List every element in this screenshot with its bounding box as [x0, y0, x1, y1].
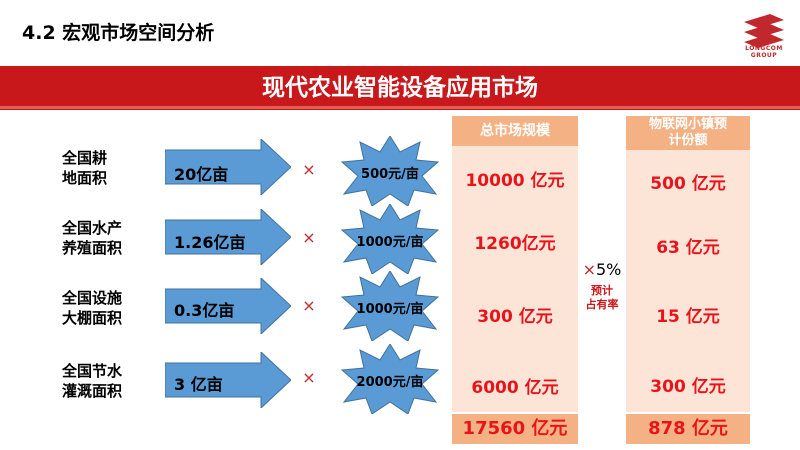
row-label-line2: 养殖面积 — [62, 239, 123, 257]
row-label-line1: 全国水产 — [62, 219, 123, 237]
share-header-line2: 计份额 — [668, 133, 708, 148]
multiplier-note-line1: 预计 — [591, 284, 613, 297]
star-shape-icon — [340, 344, 440, 414]
unit-value: 500元/亩 — [361, 167, 419, 182]
times-sign: × — [302, 296, 316, 315]
logo-text-line2: GROUP — [750, 52, 778, 59]
market-total: 17560 亿元 — [452, 414, 578, 444]
share-total: 878 亿元 — [626, 414, 750, 444]
market-size-value: 6000 亿元 — [471, 378, 559, 398]
banner-underline — [0, 106, 800, 109]
market-column-header: 总市场规模 — [452, 116, 578, 146]
row-label: 全国节水 灌溉面积 — [62, 361, 152, 401]
row-label-line1: 全国设施 — [62, 289, 123, 307]
share-column — [626, 116, 750, 412]
logo-text-line1: LONGCOM — [745, 45, 783, 52]
star-shape-icon — [340, 136, 440, 206]
unit-value: 2000元/亩 — [356, 375, 424, 390]
share-value: 500 亿元 — [650, 174, 726, 194]
unit-value: 1000元/亩 — [356, 235, 424, 250]
banner-title: 现代农业智能设备应用市场 — [262, 75, 538, 101]
share-value: 63 亿元 — [656, 238, 720, 258]
row-label: 全国水产 养殖面积 — [62, 218, 152, 258]
logo-text: LONGCOM GROUP — [739, 45, 789, 59]
row-label-line2: 大棚面积 — [62, 309, 123, 327]
share-value: 300 亿元 — [650, 377, 726, 397]
row-label-line1: 全国节水 — [62, 362, 123, 380]
market-size-value: 1260亿元 — [474, 234, 556, 254]
title-banner — [0, 66, 800, 110]
arrow-shape-icon — [165, 139, 291, 195]
times-sign: × — [302, 228, 316, 247]
area-value: 20亿亩 — [174, 165, 229, 184]
area-value: 0.3亿亩 — [174, 301, 235, 320]
row-label: 全国耕 地面积 — [62, 148, 152, 188]
unit-value: 1000元/亩 — [356, 302, 424, 317]
multiplier-note: 预计 占有率 — [574, 284, 630, 312]
section-title: 4.2 宏观市场空间分析 — [22, 22, 215, 44]
multiplier-note-line2: 占有率 — [585, 298, 619, 311]
market-size-value: 300 亿元 — [477, 307, 553, 327]
share-column-header: 物联网小镇预 计份额 — [626, 116, 750, 150]
share-value: 15 亿元 — [656, 307, 720, 327]
longcom-logo-icon — [744, 14, 784, 48]
multiplier-percent: 5% — [596, 260, 622, 279]
area-value: 3 亿亩 — [174, 375, 223, 394]
market-column — [452, 116, 578, 412]
arrow-shape-icon — [165, 278, 291, 334]
row-label-line2: 地面积 — [62, 169, 108, 187]
row-label-line1: 全国耕 — [62, 149, 108, 167]
row-label: 全国设施 大棚面积 — [62, 288, 152, 328]
times-sign: × — [302, 160, 316, 179]
star-shape-icon — [340, 271, 440, 341]
row-label-line2: 灌溉面积 — [62, 382, 123, 400]
star-shape-icon — [340, 204, 440, 274]
arrow-shape-icon — [165, 352, 291, 408]
area-value: 1.26亿亩 — [174, 233, 246, 252]
multiplier-sign: × — [582, 260, 596, 279]
arrow-shape-icon — [165, 209, 291, 265]
share-header-line1: 物联网小镇预 — [648, 117, 727, 132]
share-multiplier: ×5% — [574, 260, 630, 279]
market-size-value: 10000 亿元 — [465, 171, 565, 191]
times-sign: × — [302, 368, 316, 387]
